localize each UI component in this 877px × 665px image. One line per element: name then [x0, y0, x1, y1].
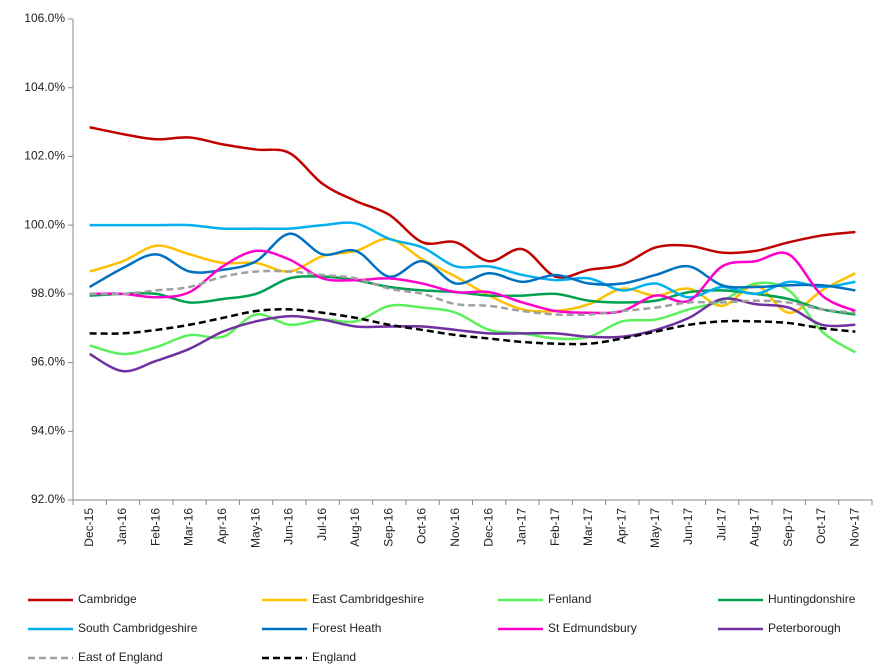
x-tick-label: Sep-17	[781, 508, 795, 547]
x-tick-label: Dec-16	[481, 508, 495, 547]
x-tick-label: May-16	[248, 508, 262, 548]
x-tick-label: Jul-17	[714, 508, 728, 541]
x-tick-label: May-17	[648, 508, 662, 548]
x-tick-label: Mar-17	[581, 508, 595, 546]
series-line	[89, 275, 856, 316]
y-tick-label: 106.0%	[24, 11, 65, 25]
x-tick-label: Jun-17	[681, 508, 695, 545]
x-tick-label: Apr-16	[215, 508, 229, 544]
x-tick-label: Nov-17	[848, 508, 862, 547]
legend-label: Forest Heath	[312, 621, 381, 635]
legend-label: Fenland	[548, 592, 591, 606]
legend-label: England	[312, 650, 356, 664]
series-line	[89, 249, 856, 315]
legend-label: South Cambridgeshire	[78, 621, 198, 635]
series-line	[89, 269, 856, 317]
x-tick-label: Aug-17	[748, 508, 762, 547]
legend-label: Peterborough	[768, 621, 841, 635]
y-tick-label: 94.0%	[31, 423, 65, 437]
x-tick-label: Aug-16	[348, 508, 362, 547]
series-line	[89, 232, 856, 292]
series-line	[89, 297, 856, 373]
y-tick-label: 96.0%	[31, 355, 65, 369]
x-tick-label: Jan-17	[515, 508, 529, 545]
y-tick-label: 100.0%	[24, 217, 65, 231]
x-tick-label: Dec-15	[82, 508, 96, 547]
x-tick-label: Oct-17	[814, 508, 828, 544]
y-tick-label: 104.0%	[24, 80, 65, 94]
legend-label: East of England	[78, 650, 163, 664]
y-tick-label: 92.0%	[31, 492, 65, 506]
x-tick-label: Oct-16	[415, 508, 429, 544]
y-tick-label: 98.0%	[31, 286, 65, 300]
x-tick-label: Jan-16	[115, 508, 129, 545]
x-tick-label: Apr-17	[614, 508, 628, 544]
legend-label: Cambridge	[78, 592, 137, 606]
x-tick-label: Mar-16	[182, 508, 196, 546]
x-tick-label: Feb-17	[548, 508, 562, 546]
series-line	[89, 237, 856, 315]
y-tick-label: 102.0%	[24, 149, 65, 163]
legend-label: East Cambridgeshire	[312, 592, 424, 606]
x-tick-label: Feb-16	[148, 508, 162, 546]
legend-label: St Edmundsbury	[548, 621, 637, 635]
x-tick-label: Jul-16	[315, 508, 329, 541]
series-line	[89, 126, 856, 279]
series-line	[89, 308, 856, 346]
legend-label: Huntingdonshire	[768, 592, 856, 606]
x-tick-label: Nov-16	[448, 508, 462, 547]
x-tick-label: Jun-16	[282, 508, 296, 545]
x-tick-label: Sep-16	[381, 508, 395, 547]
